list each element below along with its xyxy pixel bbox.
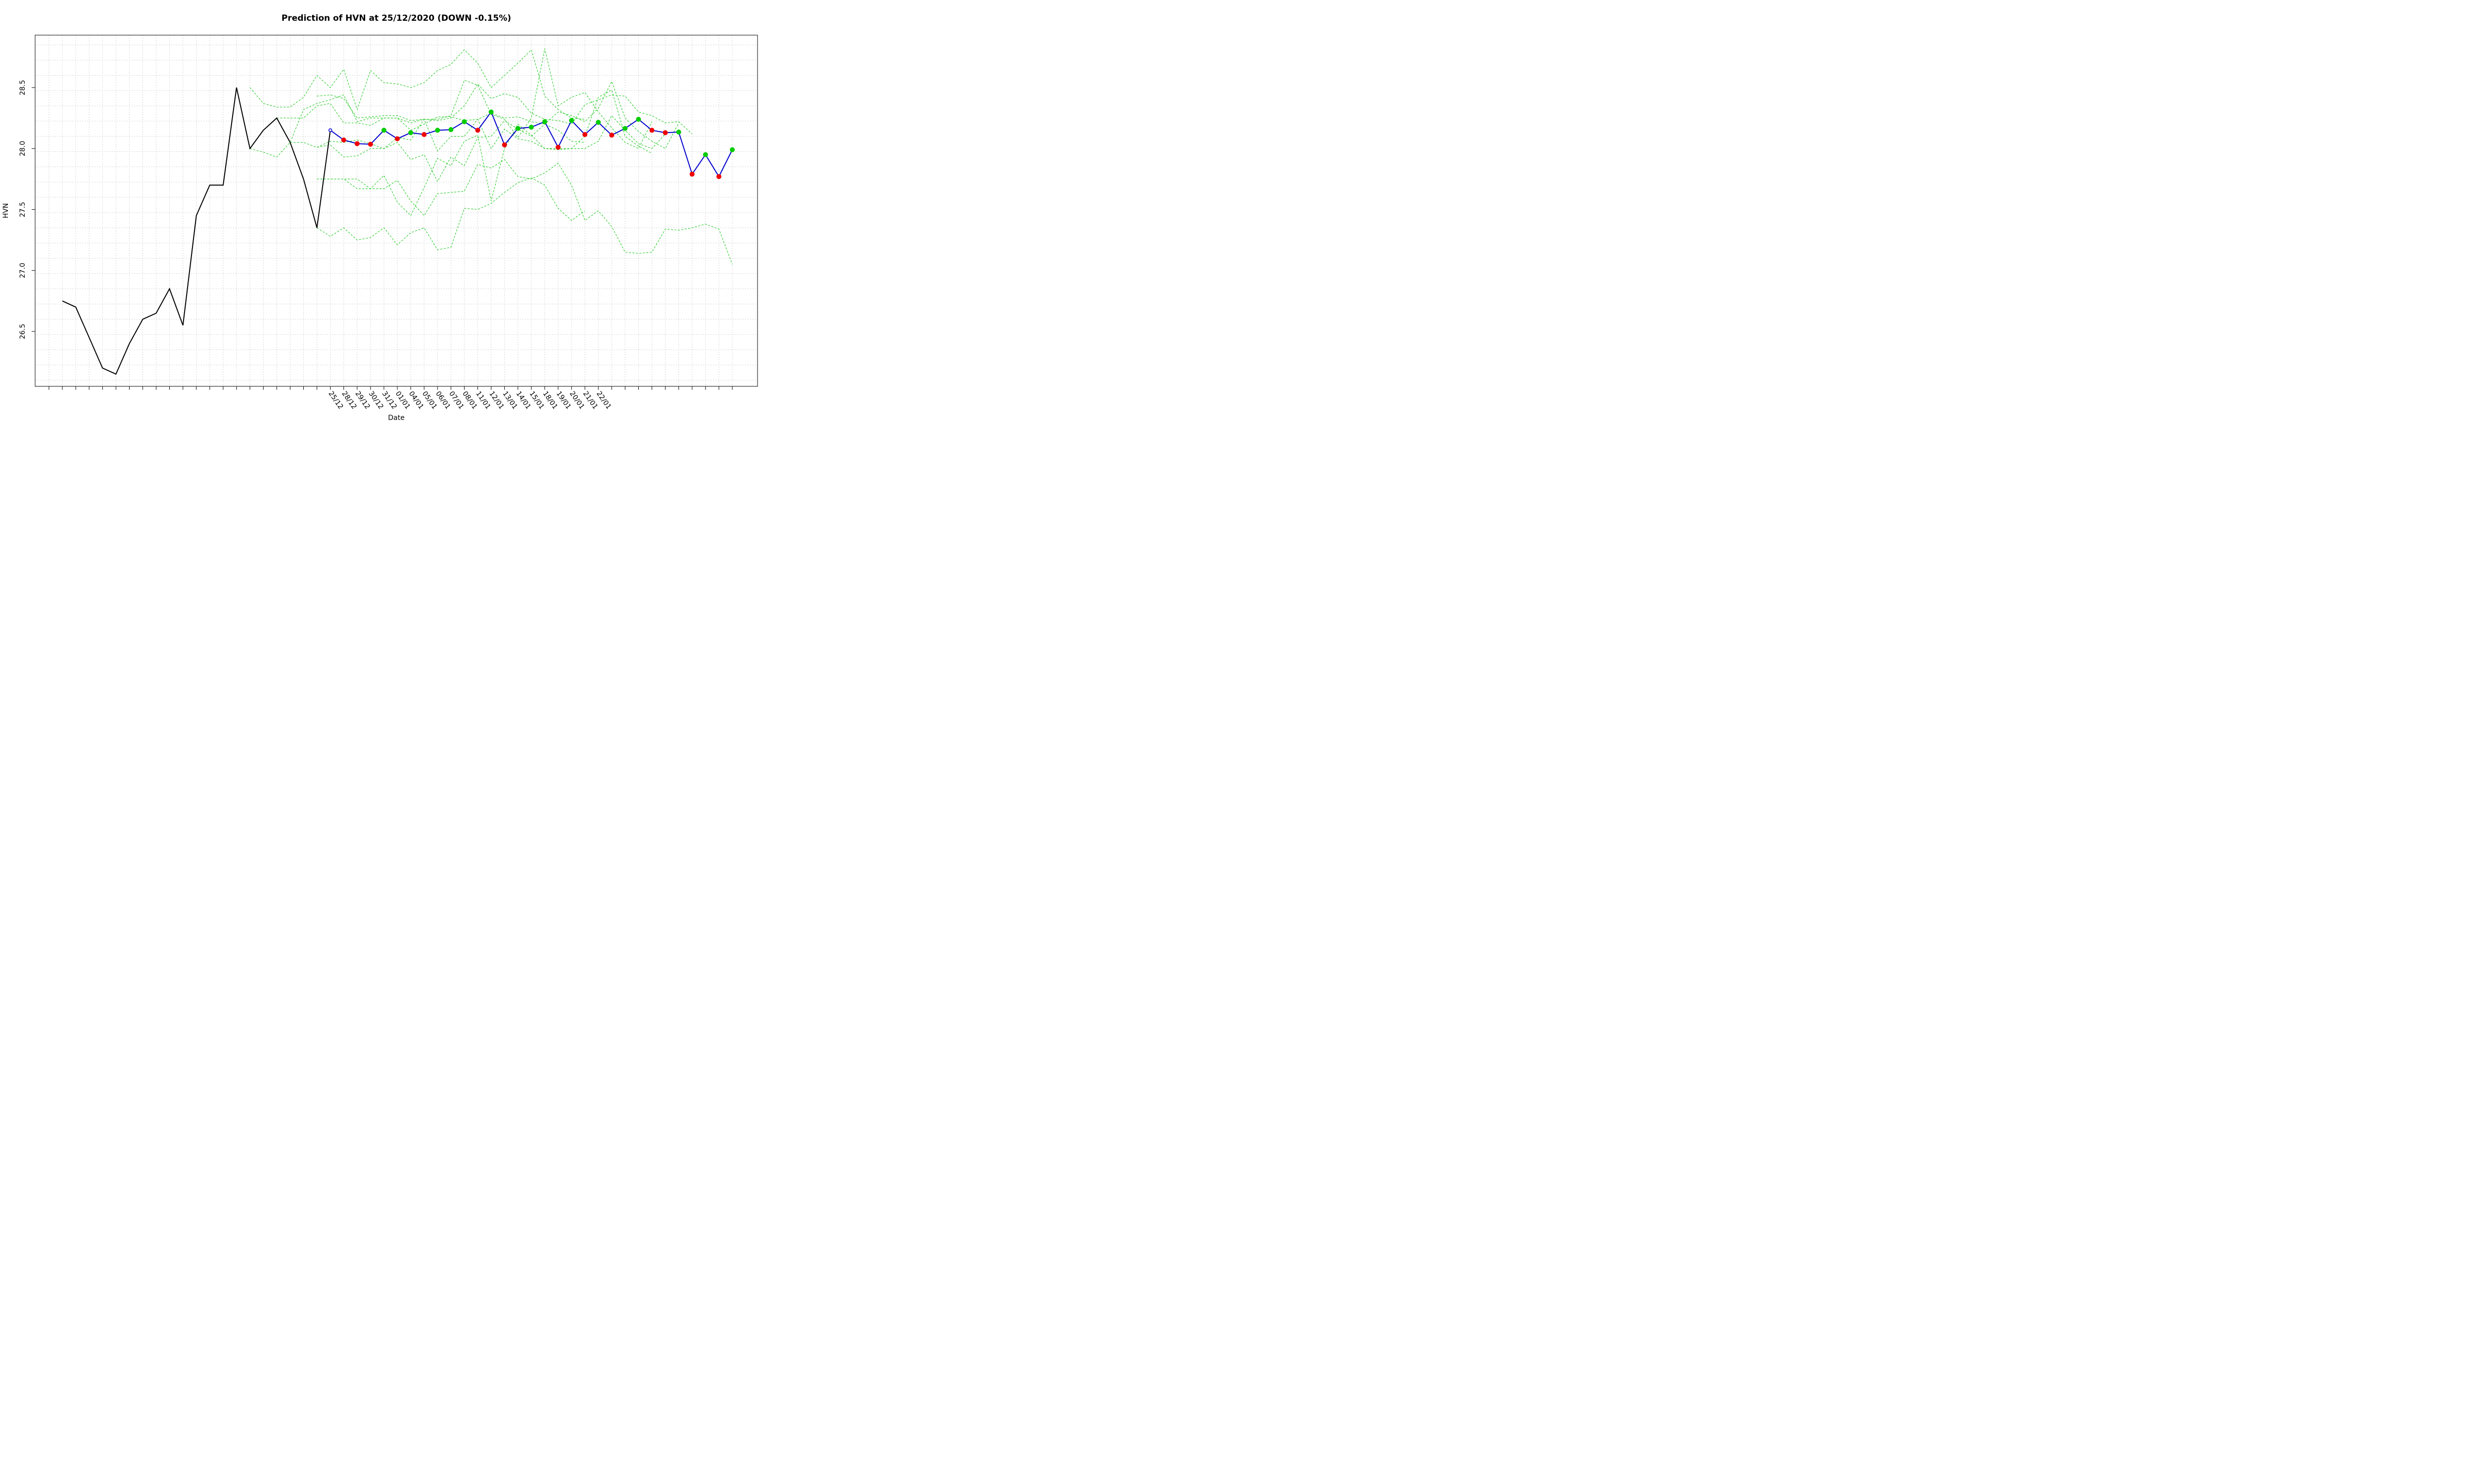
y-tick-label: 26.5	[19, 324, 27, 339]
prediction-point-up	[730, 147, 735, 152]
scenario-line	[317, 90, 652, 216]
prediction-point-up	[703, 152, 708, 157]
prediction-point-up	[542, 119, 547, 125]
x-axis-label: Date	[388, 414, 404, 422]
y-tick-label: 28.5	[19, 80, 27, 95]
prediction-point-up	[448, 127, 454, 133]
prediction-point-down	[716, 174, 721, 179]
prediction-point-up	[435, 128, 440, 133]
prediction-point-down	[341, 138, 346, 143]
prediction-point-down	[555, 144, 561, 150]
y-tick-label: 27.0	[19, 263, 27, 278]
prediction-point-up	[569, 118, 574, 123]
prediction-line-group	[328, 109, 735, 179]
prediction-point-down	[395, 136, 400, 141]
prediction-point-up	[381, 128, 386, 133]
y-tick-label: 28.0	[19, 141, 27, 156]
scenario-line	[317, 115, 666, 158]
prediction-point-up	[636, 117, 641, 122]
y-tick-label: 27.5	[19, 202, 27, 217]
prediction-point-down	[649, 128, 655, 133]
prediction-point-down	[475, 128, 480, 133]
scenario-line	[317, 83, 693, 135]
plot-frame	[35, 35, 758, 387]
grid	[35, 35, 758, 386]
prediction-point-down	[354, 141, 360, 146]
chart-title: Prediction of HVN at 25/12/2020 (DOWN -0…	[282, 13, 511, 23]
prediction-point-down	[422, 132, 427, 137]
scenario-line	[249, 48, 652, 158]
x-axis: 25/1228/1229/1230/1231/1201/0104/0105/01…	[48, 386, 733, 411]
prediction-point-down	[609, 133, 615, 138]
x-tick-label: 22/01	[595, 390, 613, 411]
prediction-point-up	[622, 126, 628, 131]
scenario-line	[317, 177, 585, 250]
history-line-group	[62, 87, 331, 375]
prediction-point-down	[689, 172, 695, 177]
scenario-line	[317, 159, 733, 265]
prediction-point-up	[488, 109, 494, 115]
prediction-point-down	[502, 142, 507, 147]
scenario-lines	[249, 48, 733, 265]
prediction-point-up	[528, 125, 534, 130]
prediction-start-point	[328, 128, 333, 133]
prediction-point-up	[596, 120, 601, 125]
y-axis-label: HVN	[2, 203, 10, 219]
prediction-point-up	[515, 126, 521, 131]
scenario-line	[277, 103, 585, 143]
prediction-point-down	[582, 132, 588, 137]
history-line	[62, 87, 331, 375]
prediction-point-down	[368, 141, 373, 147]
prediction-point-up	[462, 119, 467, 125]
prediction-point-up	[676, 129, 681, 135]
prediction-point-down	[663, 130, 668, 136]
y-axis: 26.5 27.0 27.5 28.0 28.5	[19, 80, 35, 339]
scenario-line	[249, 49, 585, 120]
scenario-line	[290, 81, 679, 182]
prediction-point-up	[408, 130, 414, 136]
prediction-chart: Prediction of HVN at 25/12/2020 (DOWN -0…	[2, 13, 758, 422]
